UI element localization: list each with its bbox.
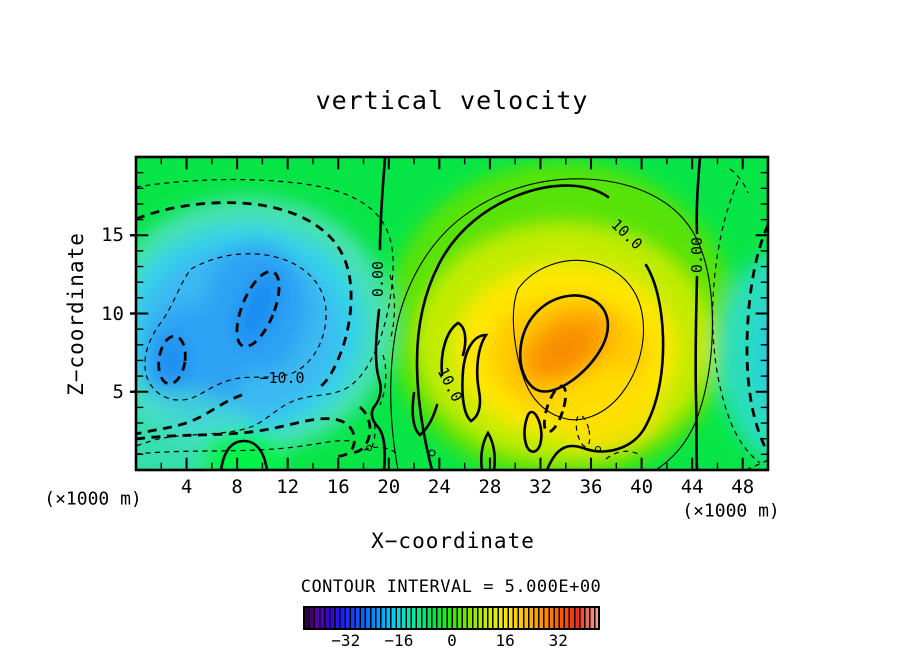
contour-neg10-lower bbox=[136, 393, 243, 436]
contour-neg-loop-centre-2 bbox=[575, 414, 591, 448]
contour-neg5-top-right bbox=[729, 168, 749, 194]
plot-title: vertical velocity bbox=[315, 86, 589, 115]
contour-10-finger-c bbox=[523, 410, 543, 453]
contour-lines bbox=[136, 157, 768, 470]
contour-10-bottom-spike bbox=[479, 430, 497, 470]
contour-neg5-bottom-a bbox=[136, 440, 352, 455]
plot-frame bbox=[134, 155, 770, 472]
contour-neg-fragment-1 bbox=[389, 274, 396, 342]
tiny-contour-o-2 bbox=[594, 445, 602, 453]
filled-contour-field bbox=[136, 157, 768, 470]
x-tick-label: 48 bbox=[731, 476, 755, 498]
contour-label-zero-right: 0.00 bbox=[688, 237, 706, 273]
contour-neg5-right bbox=[712, 180, 761, 464]
axis-tick-marks bbox=[130, 158, 767, 469]
contour-0-right-upper bbox=[695, 157, 702, 235]
contour-neg-fragment-4 bbox=[605, 450, 639, 460]
y-tick-label: 5 bbox=[112, 380, 124, 403]
x-tick-label: 4 bbox=[180, 476, 193, 498]
contour-10-arc-left bbox=[415, 184, 610, 470]
contour-neg20-core-ellipse bbox=[235, 270, 281, 348]
colorbar bbox=[303, 606, 600, 630]
contour-label-zero-left: 0.00 bbox=[369, 261, 387, 297]
x-axis-unit: (×1000 m) bbox=[682, 500, 780, 522]
contour-5-outer bbox=[390, 178, 713, 470]
x-tick-label: 28 bbox=[478, 476, 502, 498]
y-tick-label: 15 bbox=[101, 224, 124, 247]
contour-neg-fragment-3 bbox=[371, 414, 376, 448]
contour-neg-fragment-2 bbox=[379, 354, 387, 406]
contour-neg15-ring bbox=[144, 253, 327, 401]
contour-neg10-bottom-squiggle bbox=[349, 405, 372, 454]
x-tick-label: 24 bbox=[427, 476, 451, 498]
colorbar-tick-label: −16 bbox=[384, 631, 414, 650]
contour-interval-caption: CONTOUR INTERVAL = 5.000E+00 bbox=[300, 577, 602, 597]
tiny-contour-o-1 bbox=[428, 449, 436, 457]
x-tick-label: 36 bbox=[579, 476, 603, 498]
x-tick-label: 32 bbox=[529, 476, 552, 498]
x-tick-label: 12 bbox=[276, 476, 300, 498]
contour-neg20-secondary-ellipse bbox=[157, 334, 187, 386]
colorbar-tick-label: 16 bbox=[495, 631, 515, 650]
contour-neg10-upper bbox=[136, 201, 353, 388]
contour-10-finger-a bbox=[440, 321, 467, 377]
x-tick-label: 16 bbox=[326, 476, 350, 498]
contour-10-finger-a-tail bbox=[411, 391, 439, 437]
contour-10-arc-right bbox=[545, 263, 665, 470]
colorbar-tick-label: 32 bbox=[548, 631, 568, 650]
contour-neg-loop-centre bbox=[542, 384, 568, 434]
contour-neg10-right bbox=[745, 224, 768, 454]
x-tick-label: 40 bbox=[630, 476, 654, 498]
contour-10-finger-b bbox=[461, 333, 489, 423]
x-tick-label: 8 bbox=[231, 476, 243, 498]
x-tick-label: 20 bbox=[377, 476, 401, 498]
y-tick-label: 10 bbox=[101, 302, 124, 325]
contour-0-left-upper bbox=[378, 157, 387, 251]
x-axis-label: X−coordinate bbox=[371, 529, 535, 553]
contour-0-right-lower bbox=[694, 275, 699, 470]
contour-neg10-bottom-wave bbox=[136, 417, 356, 458]
contour-20-bean bbox=[519, 294, 610, 393]
contour-15-ring bbox=[512, 259, 645, 421]
contour-label-neg10: −10.0 bbox=[259, 369, 304, 387]
colorbar-cell-separators bbox=[305, 608, 598, 628]
contour-0-bottom-bump bbox=[219, 439, 269, 470]
colorbar-tick-label: −32 bbox=[331, 631, 361, 650]
colorbar-tick-label: 0 bbox=[447, 631, 457, 650]
tiny-contour-o-3 bbox=[365, 444, 373, 452]
y-axis-unit: (×1000 m) bbox=[44, 488, 142, 510]
x-tick-label: 44 bbox=[680, 476, 704, 498]
contour-plot-canvas: −10.0 0.00 10.0 10.0 0.00 bbox=[130, 155, 770, 472]
contour-0-left-lower bbox=[370, 308, 387, 470]
field-color-blobs bbox=[136, 162, 768, 470]
